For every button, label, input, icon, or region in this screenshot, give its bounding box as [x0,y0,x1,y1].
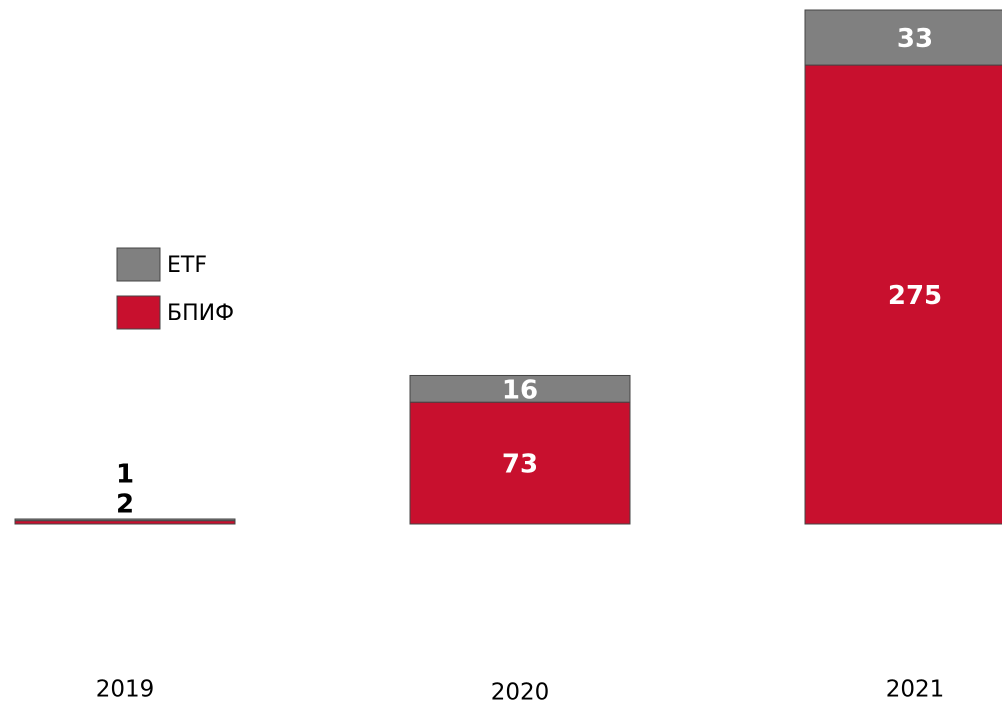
legend-label: ETF [167,253,207,278]
legend-swatch [116,295,161,330]
value-label: 275 [888,281,942,311]
bar-segment [409,401,631,525]
value-label: 33 [897,24,933,54]
x-tick-label: 2021 [886,677,945,703]
value-label: 2 [116,489,134,519]
x-tick-label: 2019 [96,677,155,703]
legend-label: БПИФ [167,301,234,326]
bar-segment [14,520,236,525]
value-label: 73 [502,450,538,480]
value-label: 16 [502,375,538,405]
bar-segment [804,9,1002,66]
value-label: 1 [116,459,134,489]
legend-swatch [116,247,161,282]
bar-segment [409,374,631,403]
x-tick-label: 2020 [491,680,550,706]
bar-segment [14,518,236,522]
